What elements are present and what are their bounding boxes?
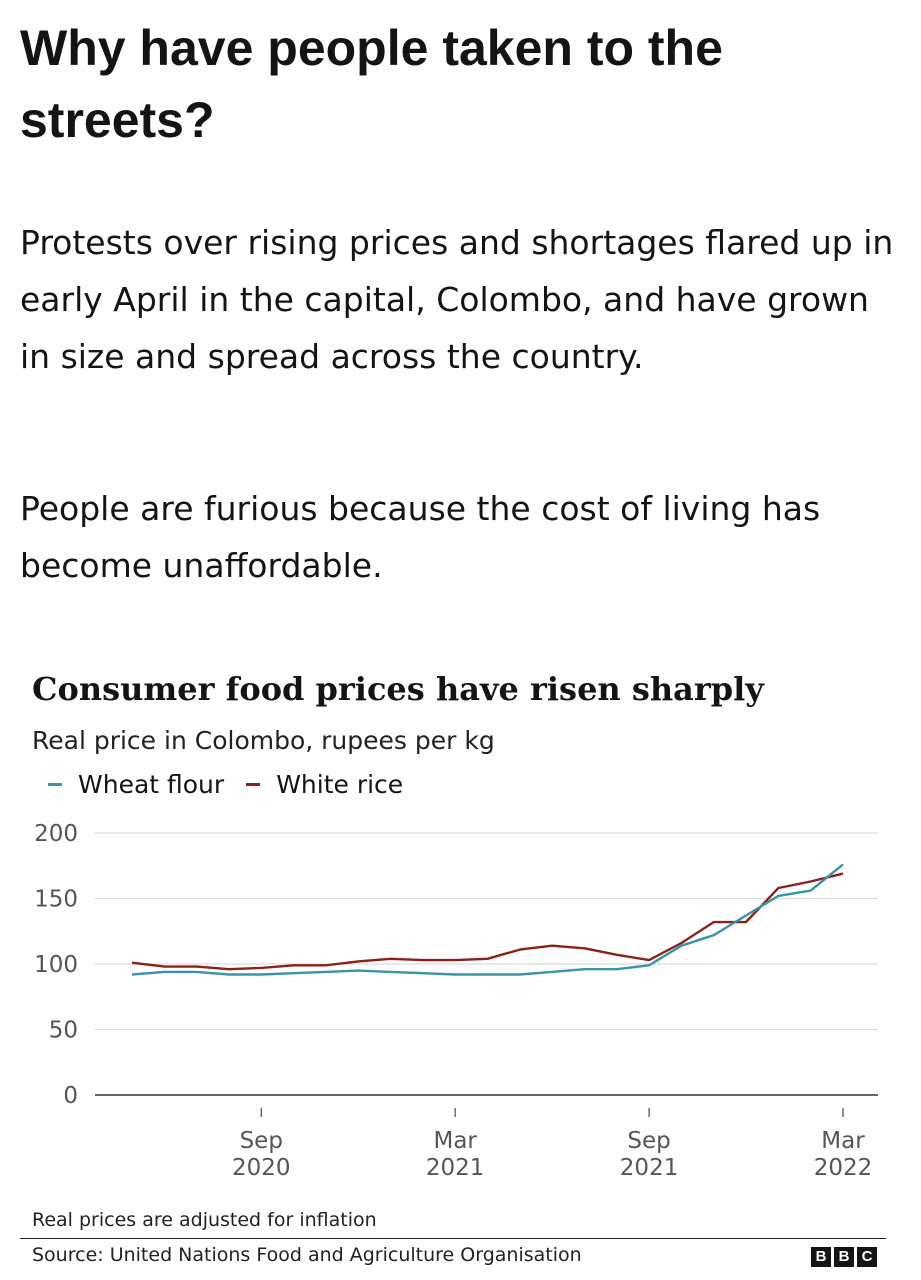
y-tick-label: 150 [34,887,78,913]
chart: 0 50 100 150 200 [34,821,878,1117]
logo-letter: B [811,1247,831,1267]
legend-item: Wheat flour [48,770,224,799]
y-tick-label: 0 [63,1083,78,1109]
legend: Wheat flour White rice [48,770,403,799]
chart-note: Real prices are adjusted for inflation [32,1209,377,1231]
legend-swatch [246,783,261,786]
legend-label: White rice [276,770,404,799]
paragraph: People are furious because the cost of l… [20,489,821,585]
y-tick-label: 50 [49,1018,78,1044]
y-tick-label: 100 [34,952,78,978]
legend-label: Wheat flour [78,770,225,799]
legend-item: White rice [246,770,403,799]
x-axis-labels: Sep 2020 Mar 2021 Sep 2021 Mar 2022 [0,1128,921,1198]
x-tick-label: Sep 2020 [231,1128,291,1181]
logo-letter: B [834,1247,854,1267]
paragraph: Protests over rising prices and shortage… [20,223,894,376]
series-line [131,872,844,971]
x-tick-label: Mar 2021 [425,1128,485,1181]
divider [20,1238,886,1239]
y-tick-label: 200 [34,821,78,847]
headline: Why have people taken to the streets? [20,20,723,148]
legend-swatch [48,783,62,786]
chart-source: Source: United Nations Food and Agricult… [32,1244,582,1266]
x-tick-label: Sep 2021 [619,1128,679,1181]
series-line [131,863,844,976]
logo-letter: C [857,1247,877,1267]
x-tick-label: Mar 2022 [813,1128,873,1181]
chart-title: Consumer food prices have risen sharply [32,670,764,708]
chart-subtitle: Real price in Colombo, rupees per kg [32,726,495,755]
